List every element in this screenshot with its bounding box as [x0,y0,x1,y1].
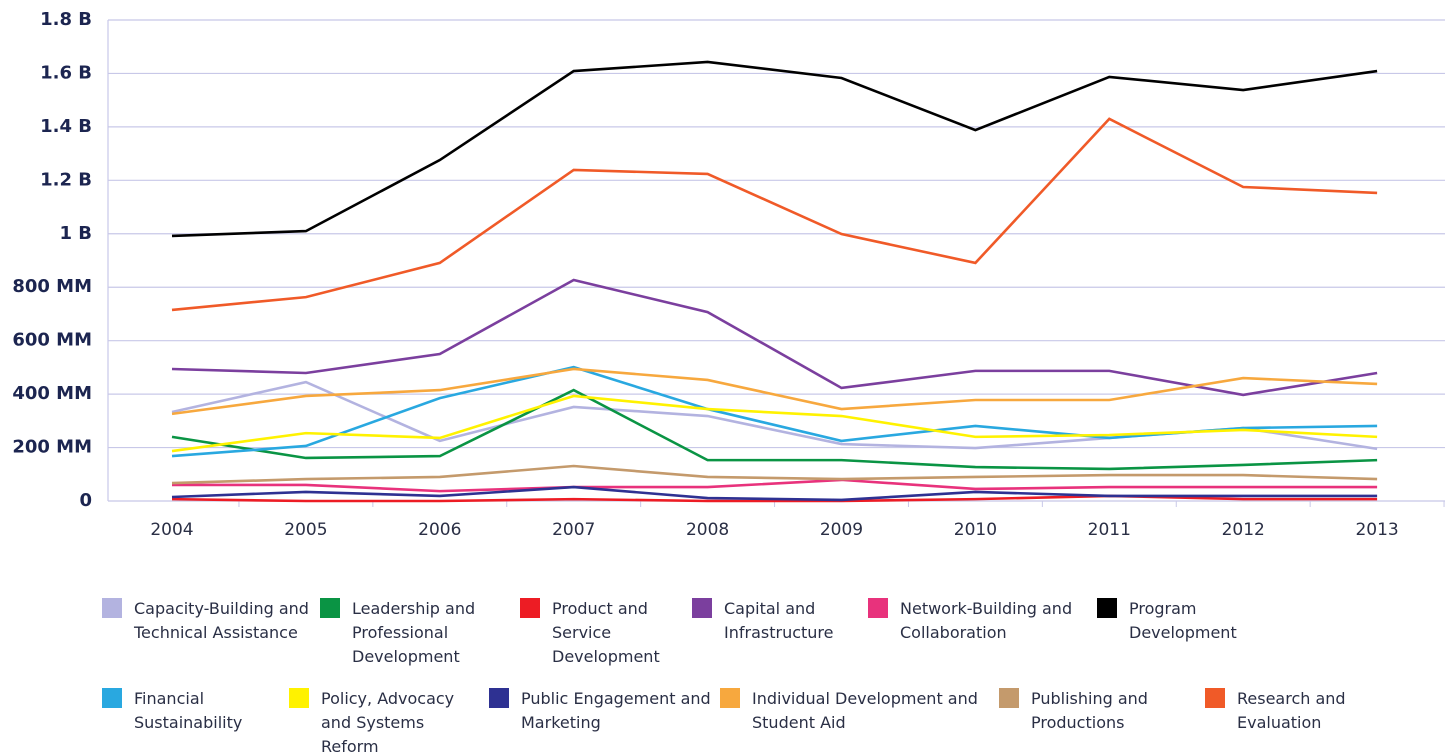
legend-item: Network-Building and Collaboration [868,597,1100,645]
legend-label: Capacity-Building and Technical Assistan… [134,599,309,642]
x-tick-label: 2004 [150,520,193,540]
legend-item: Product and Service Development [520,597,702,669]
legend-item: Research and Evaluation [1205,687,1387,735]
x-tick-label: 2012 [1222,520,1265,540]
x-tick-label: 2009 [820,520,863,540]
legend-label: Individual Development and Student Aid [752,689,978,732]
y-tick-label: 1 B [59,223,92,244]
legend-swatch [102,688,122,708]
x-tick-label: 2005 [284,520,327,540]
legend-swatch [868,598,888,618]
chart: 0 200 MM 400 MM 600 MM 800 MM 1 B 1.2 B 1.4 B 1.… [12,9,1445,540]
legend-label: Public Engagement and Marketing [521,689,711,732]
legend-label: Network-Building and Collaboration [900,599,1073,642]
legend-swatch [520,598,540,618]
series-line [171,117,1378,312]
y-tick-label: 200 MM [12,437,92,458]
legend-item: Capacity-Building and Technical Assistan… [102,597,314,645]
y-tick-label: 1.6 B [40,62,92,83]
legend-swatch [1205,688,1225,708]
legend-swatch [289,688,309,708]
y-tick-label: 1.8 B [40,9,92,30]
legend-label: Leadership and Professional Development [352,599,476,666]
legend-item: Financial Sustainability [102,687,304,735]
x-tick-label: 2006 [418,520,461,540]
series-line [171,367,1378,416]
legend-label: Policy, Advocacy and Systems Reform [321,689,455,752]
legend-swatch [1097,598,1117,618]
legend-swatch [102,598,122,618]
legend-label: Financial Sustainability [134,689,243,732]
y-tick-label: 1.4 B [40,116,92,137]
series-line [171,380,1378,451]
legend-swatch [320,598,340,618]
x-tick-label: 2013 [1355,520,1398,540]
legend-item: Leadership and Professional Development [320,597,522,669]
legend-label: Product and Service Development [552,599,660,666]
legend-swatch [720,688,740,708]
series-line [171,388,1378,471]
y-tick-label: 1.2 B [40,169,92,190]
legend-label: Research and Evaluation [1237,689,1346,732]
legend-item: Policy, Advocacy and Systems Reform [289,687,481,752]
x-tick-label: 2007 [552,520,595,540]
legend-swatch [692,598,712,618]
series-line [171,278,1378,397]
series-line [171,60,1378,238]
legend-label: Program Development [1129,599,1237,642]
x-tick-label: 2011 [1088,520,1131,540]
x-tick-label: 2010 [954,520,997,540]
series-line [172,478,1378,493]
legend-item: Capital and Infrastructure [692,597,884,645]
legend-item: Publishing and Productions [999,687,1201,735]
series-line [171,464,1378,485]
y-tick-label: 0 [79,490,92,511]
series-line [171,485,1378,502]
y-tick-label: 800 MM [12,276,92,297]
legend-label: Publishing and Productions [1031,689,1148,732]
legend-label: Capital and Infrastructure [724,599,834,642]
y-tick-label: 400 MM [12,383,92,404]
series-line [171,394,1378,453]
y-tick-label: 600 MM [12,330,92,351]
series-line [171,494,1378,503]
legend-item: Public Engagement and Marketing [489,687,721,735]
x-tick-label: 2008 [686,520,729,540]
legend-item: Individual Development and Student Aid [720,687,982,735]
legend-swatch [999,688,1019,708]
legend-item: Program Development [1097,597,1279,645]
legend-swatch [489,688,509,708]
